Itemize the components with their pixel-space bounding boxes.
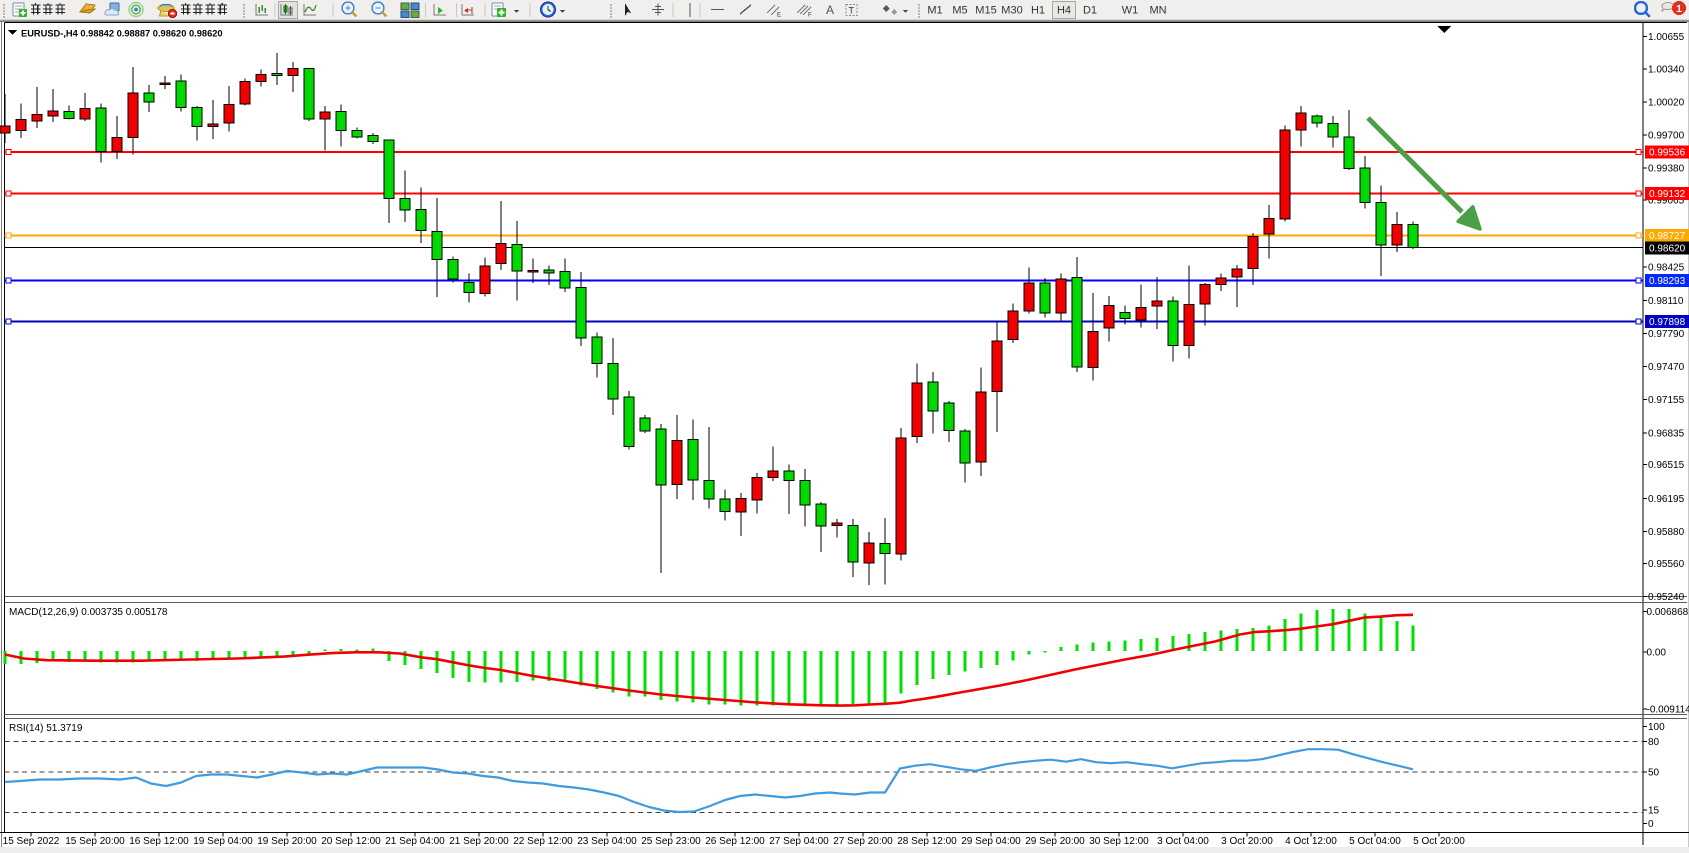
- svg-text:1.00340: 1.00340: [1648, 65, 1685, 76]
- svg-text:0.98425: 0.98425: [1648, 262, 1685, 273]
- svg-text:0.95240: 0.95240: [1648, 592, 1685, 603]
- svg-text:0.98110: 0.98110: [1648, 296, 1684, 307]
- svg-text:19 Sep 20:00: 19 Sep 20:00: [257, 836, 317, 847]
- svg-text:RSI(14) 51.3719: RSI(14) 51.3719: [9, 723, 83, 734]
- svg-text:27 Sep 20:00: 27 Sep 20:00: [833, 836, 893, 847]
- svg-text:50: 50: [1648, 768, 1660, 779]
- svg-text:26 Sep 12:00: 26 Sep 12:00: [705, 836, 765, 847]
- svg-text:0.99065: 0.99065: [1648, 196, 1685, 207]
- svg-text:0.99380: 0.99380: [1648, 164, 1685, 175]
- svg-text:15 Sep 2022: 15 Sep 2022: [3, 836, 60, 847]
- svg-text:M15: M15: [975, 5, 996, 17]
- svg-text:MN: MN: [1149, 5, 1166, 17]
- svg-text:21 Sep 04:00: 21 Sep 04:00: [385, 836, 445, 847]
- svg-text:0.99536: 0.99536: [1649, 148, 1686, 159]
- svg-text:3 Oct 20:00: 3 Oct 20:00: [1221, 836, 1273, 847]
- svg-text:1: 1: [1676, 3, 1682, 15]
- svg-text:29 Sep 04:00: 29 Sep 04:00: [961, 836, 1021, 847]
- svg-text:0: 0: [1648, 819, 1654, 830]
- svg-text:-0.009114: -0.009114: [1647, 705, 1689, 716]
- svg-text:0.98620: 0.98620: [1649, 243, 1686, 254]
- svg-text:E: E: [777, 13, 781, 19]
- svg-text:W1: W1: [1122, 5, 1139, 17]
- svg-text:H4: H4: [1057, 5, 1071, 17]
- svg-text:0.96515: 0.96515: [1648, 460, 1685, 471]
- svg-text:5 Oct 20:00: 5 Oct 20:00: [1413, 836, 1465, 847]
- svg-text:80: 80: [1648, 737, 1660, 748]
- svg-text:16 Sep 12:00: 16 Sep 12:00: [129, 836, 189, 847]
- svg-text:A: A: [826, 3, 834, 17]
- svg-text:0.97155: 0.97155: [1648, 395, 1685, 406]
- svg-text:1.00020: 1.00020: [1648, 98, 1685, 109]
- svg-text:0.96195: 0.96195: [1648, 494, 1685, 505]
- svg-text:F: F: [808, 13, 812, 19]
- svg-text:D1: D1: [1083, 5, 1097, 17]
- svg-text:19 Sep 04:00: 19 Sep 04:00: [193, 836, 253, 847]
- svg-text:0.95560: 0.95560: [1648, 559, 1685, 570]
- svg-text:EURUSD-,H4 0.98842 0.98887 0.: EURUSD-,H4 0.98842 0.98887 0.98620 0.986…: [21, 28, 223, 38]
- svg-text:1.00655: 1.00655: [1648, 32, 1685, 43]
- svg-text:M30: M30: [1001, 5, 1022, 17]
- svg-text:22 Sep 12:00: 22 Sep 12:00: [513, 836, 573, 847]
- svg-text:0.98293: 0.98293: [1649, 276, 1686, 287]
- svg-text:21 Sep 20:00: 21 Sep 20:00: [449, 836, 509, 847]
- svg-text:5 Oct 04:00: 5 Oct 04:00: [1349, 836, 1401, 847]
- svg-text:H1: H1: [1031, 5, 1045, 17]
- svg-text:0.95880: 0.95880: [1648, 527, 1685, 538]
- svg-text:20 Sep 12:00: 20 Sep 12:00: [321, 836, 381, 847]
- svg-text:0.97790: 0.97790: [1648, 329, 1685, 340]
- svg-text:0.98727: 0.98727: [1649, 231, 1686, 242]
- svg-text:3 Oct 04:00: 3 Oct 04:00: [1157, 836, 1209, 847]
- svg-text:0.00: 0.00: [1647, 648, 1667, 659]
- svg-text:15: 15: [1648, 806, 1660, 817]
- svg-text:0.97470: 0.97470: [1648, 362, 1685, 373]
- svg-text:MACD(12,26,9) 0.003735 0.00517: MACD(12,26,9) 0.003735 0.005178: [9, 607, 168, 618]
- svg-text:27 Sep 04:00: 27 Sep 04:00: [769, 836, 829, 847]
- svg-text:100: 100: [1648, 722, 1665, 733]
- svg-text:M1: M1: [927, 5, 942, 17]
- svg-text:0.99132: 0.99132: [1649, 189, 1686, 200]
- svg-text:25 Sep 23:00: 25 Sep 23:00: [641, 836, 701, 847]
- svg-text:15 Sep 20:00: 15 Sep 20:00: [65, 836, 125, 847]
- svg-text:0.99700: 0.99700: [1648, 130, 1685, 141]
- svg-text:23 Sep 04:00: 23 Sep 04:00: [577, 836, 637, 847]
- svg-text:0.96835: 0.96835: [1648, 429, 1685, 440]
- svg-text:0.006868: 0.006868: [1647, 607, 1689, 618]
- svg-text:28 Sep 12:00: 28 Sep 12:00: [897, 836, 957, 847]
- svg-text:M5: M5: [952, 5, 967, 17]
- svg-text:4 Oct 12:00: 4 Oct 12:00: [1285, 836, 1337, 847]
- svg-text:29 Sep 20:00: 29 Sep 20:00: [1025, 836, 1085, 847]
- svg-text:30 Sep 12:00: 30 Sep 12:00: [1089, 836, 1149, 847]
- svg-text:0.97898: 0.97898: [1649, 317, 1686, 328]
- svg-text:T: T: [849, 6, 855, 16]
